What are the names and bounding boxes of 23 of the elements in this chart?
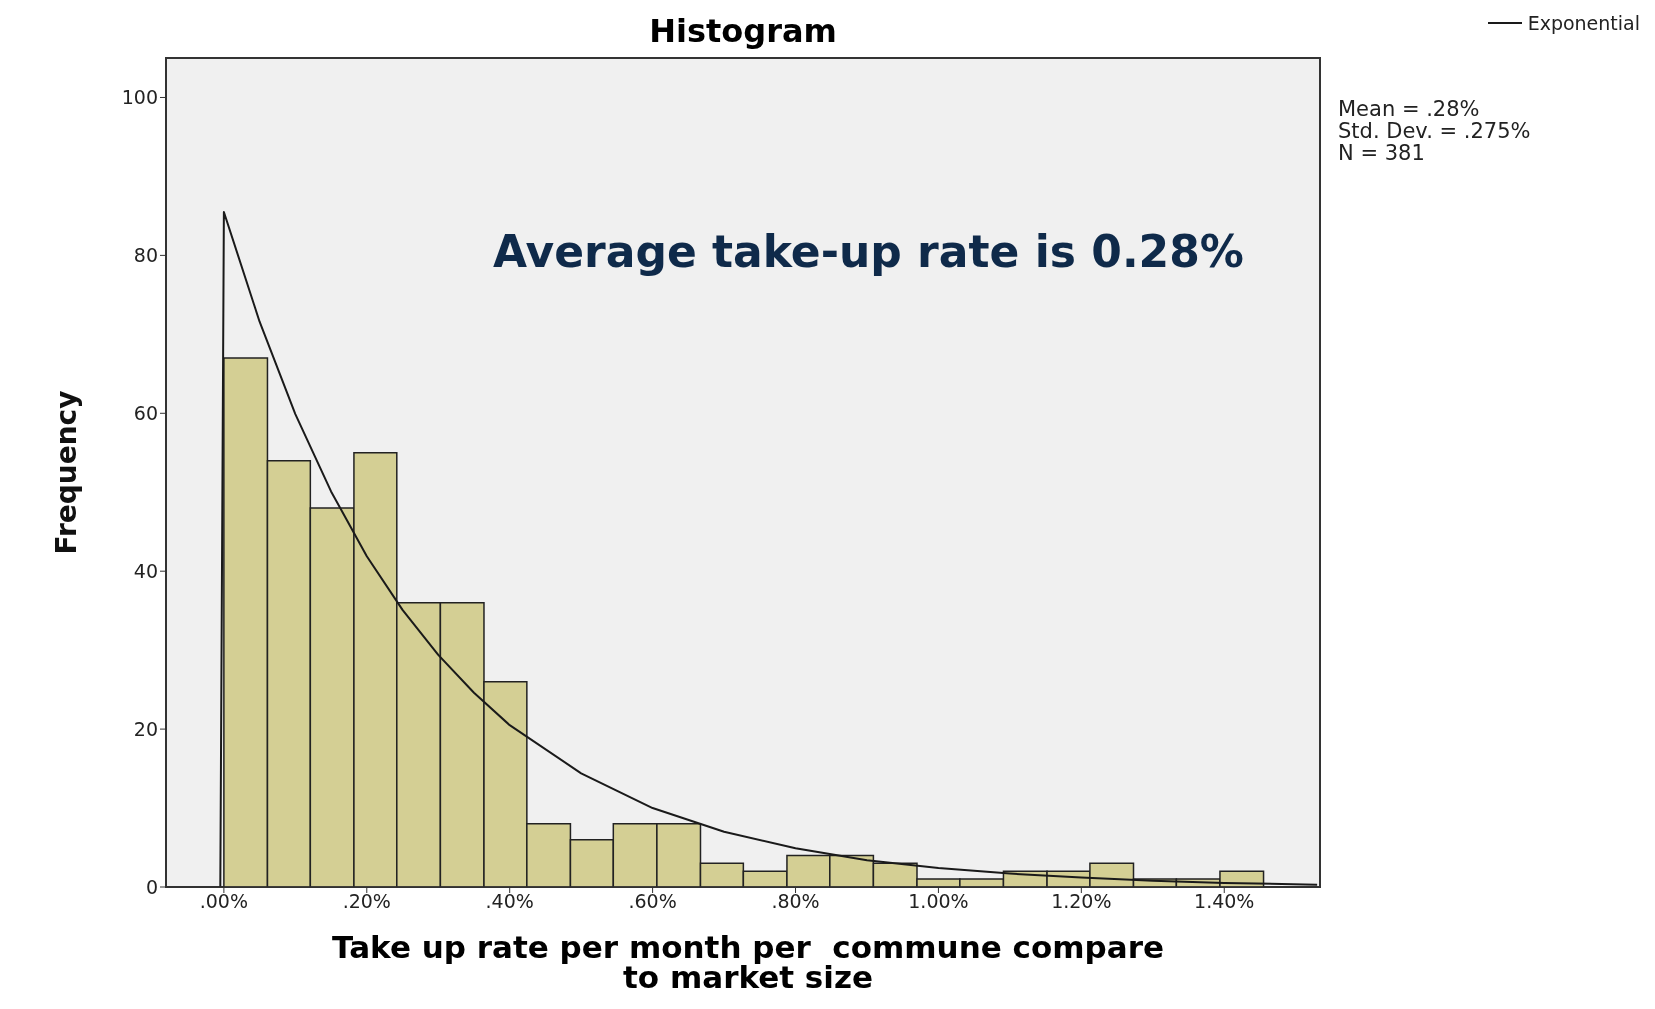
- text: N = 381: [1338, 141, 1426, 165]
- x-tick-label: 1.40%: [1194, 890, 1255, 913]
- x-tick-label: .20%: [342, 890, 391, 913]
- y-tick-label: 0: [145, 875, 158, 898]
- x-axis-title: Take up rate per month per commune compare to market size: [331, 929, 1165, 995]
- legend-label: Exponential: [1527, 12, 1640, 34]
- x-tick-label: .40%: [485, 890, 534, 913]
- line-series: [219, 210, 1319, 887]
- x-tick-label: .80%: [771, 890, 820, 913]
- y-tick-label: 20: [133, 717, 158, 740]
- y-tick-label: 60: [133, 402, 158, 425]
- y-tick-label: 80: [133, 244, 158, 267]
- chart-title: Histogram: [648, 12, 838, 50]
- x-tick-label: .60%: [628, 890, 677, 913]
- annotation: Average take-up rate is 0.28%: [493, 226, 1244, 277]
- text: Mean = .28%: [1338, 97, 1481, 121]
- x-tick-label: 1.00%: [908, 890, 969, 913]
- x-tick-label: 1.20%: [1051, 890, 1112, 913]
- text: Std. Dev. = .275%: [1338, 119, 1531, 143]
- y-tick-label: 40: [133, 559, 158, 582]
- y-axis-title: Frequency: [49, 390, 83, 555]
- x-tick-label: .00%: [199, 890, 249, 913]
- y-tick-label: 100: [121, 86, 158, 109]
